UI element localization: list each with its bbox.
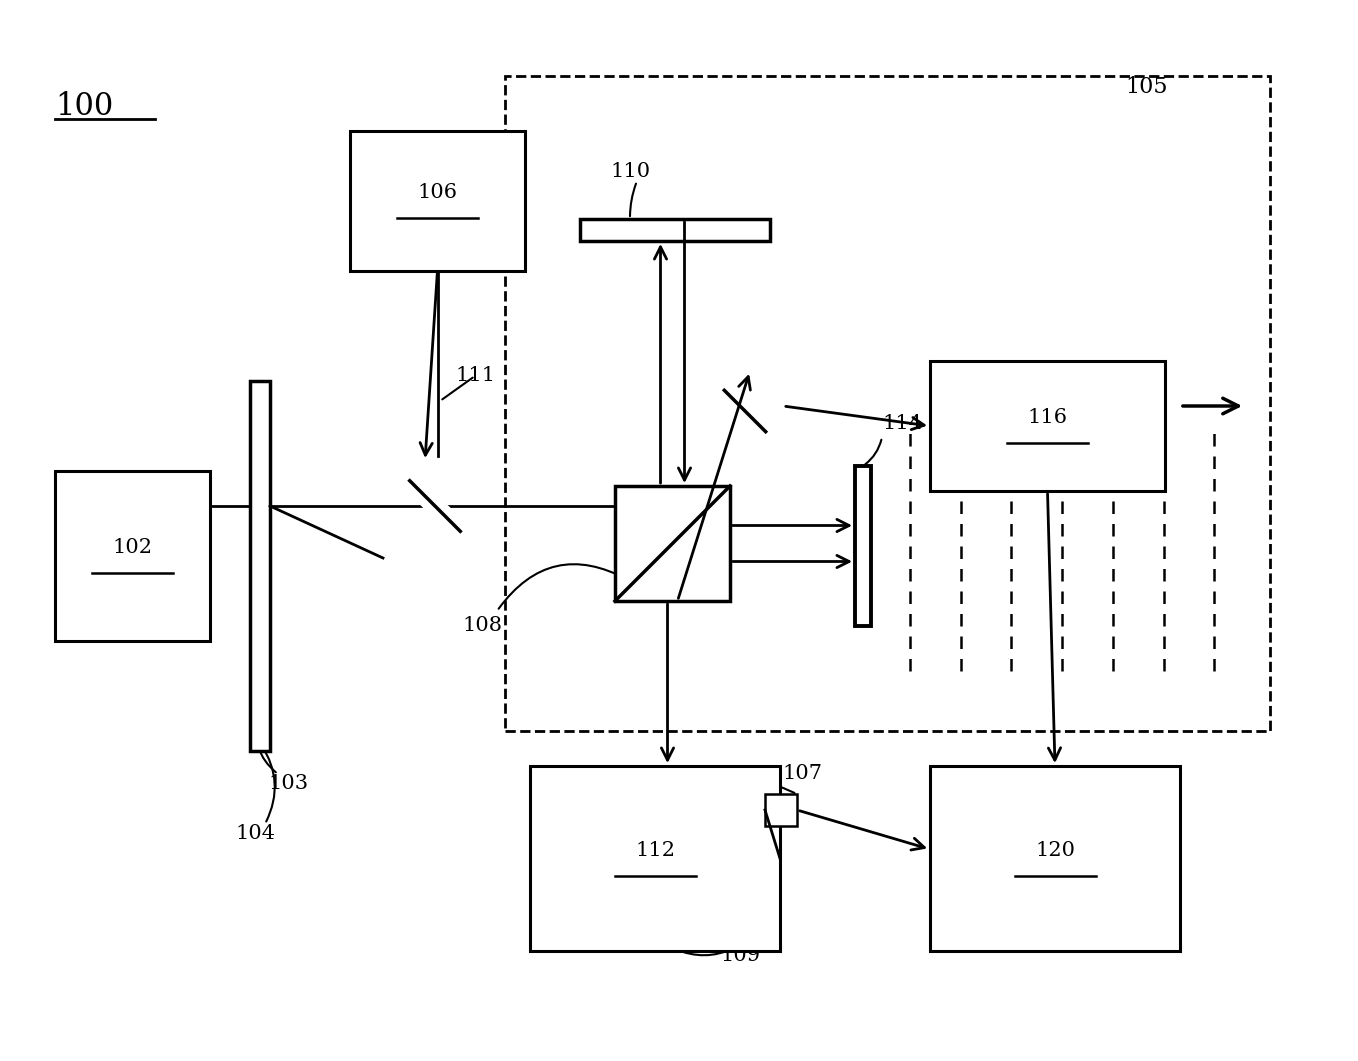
Bar: [505, 76, 1270, 731]
Text: 102: 102: [113, 539, 152, 557]
Polygon shape: [402, 473, 469, 539]
Bar: [350, 131, 526, 271]
Polygon shape: [717, 383, 773, 439]
Text: 108: 108: [462, 616, 502, 634]
Text: 104: 104: [235, 824, 276, 843]
Text: 110: 110: [610, 162, 650, 181]
Bar: [930, 361, 1165, 491]
Text: 120: 120: [1035, 841, 1076, 860]
Text: 111: 111: [455, 366, 496, 385]
Bar: [615, 486, 731, 601]
Text: 103: 103: [268, 775, 308, 793]
Text: 100: 100: [56, 91, 113, 122]
Bar: [580, 219, 770, 241]
Text: 116: 116: [1028, 408, 1067, 428]
Text: 106: 106: [417, 184, 458, 203]
Text: 109: 109: [720, 946, 760, 966]
Text: 105: 105: [1124, 76, 1168, 98]
Polygon shape: [402, 473, 469, 539]
Text: 112: 112: [636, 841, 675, 860]
Bar: [856, 466, 870, 626]
Bar: [250, 381, 270, 751]
Text: 114: 114: [881, 414, 922, 433]
Bar: [930, 766, 1180, 951]
Polygon shape: [717, 383, 773, 439]
Bar: [530, 766, 779, 951]
Text: 107: 107: [782, 764, 822, 783]
Bar: [56, 471, 210, 641]
Bar: [765, 794, 797, 827]
